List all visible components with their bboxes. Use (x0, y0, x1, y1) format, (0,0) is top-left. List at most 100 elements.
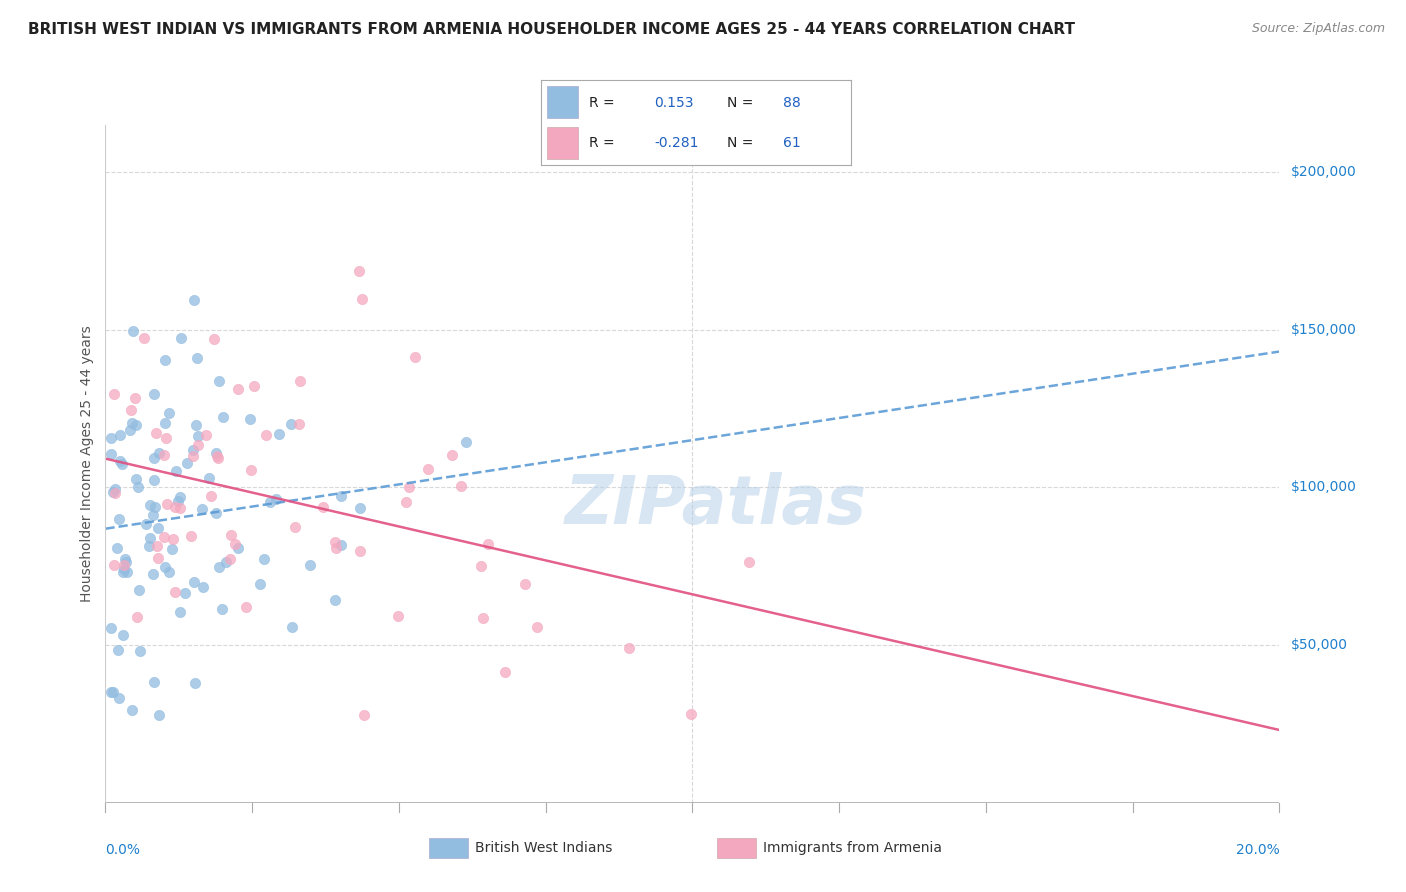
Point (184, 676, 207, 690)
Point (477, 537, 499, 551)
Point (163, 500, 186, 514)
Point (142, 508, 165, 523)
Point (143, 500, 166, 514)
Point (235, 600, 257, 615)
Point (219, 528, 242, 542)
Point (394, 495, 416, 509)
Point (148, 550, 170, 565)
Point (183, 574, 205, 589)
Point (115, 555, 138, 569)
Point (450, 478, 472, 492)
Point (125, 418, 148, 433)
Point (253, 552, 276, 566)
Point (228, 382, 250, 396)
Point (207, 451, 229, 466)
Point (142, 387, 165, 401)
Point (111, 628, 134, 642)
Point (329, 538, 352, 552)
Point (112, 558, 135, 572)
Point (100, 621, 122, 635)
Point (311, 500, 333, 515)
Point (211, 602, 233, 616)
Point (211, 410, 233, 425)
Point (219, 551, 242, 566)
Point (176, 456, 198, 470)
Point (325, 541, 347, 556)
Text: R =: R = (589, 136, 619, 151)
Text: N =: N = (727, 136, 758, 151)
Point (398, 481, 420, 495)
Point (110, 457, 132, 471)
Point (153, 417, 176, 431)
Point (103, 558, 125, 572)
Point (174, 586, 197, 600)
Point (112, 565, 135, 579)
Text: $100,000: $100,000 (1291, 481, 1357, 494)
Point (114, 552, 136, 566)
Point (160, 541, 183, 556)
Point (181, 449, 204, 463)
Text: $50,000: $50,000 (1291, 638, 1347, 652)
Point (128, 644, 150, 658)
Text: Source: ZipAtlas.com: Source: ZipAtlas.com (1251, 22, 1385, 36)
Point (143, 473, 166, 487)
Point (224, 536, 246, 550)
Point (239, 411, 262, 425)
Point (284, 520, 307, 534)
Text: British West Indians: British West Indians (475, 841, 613, 855)
Point (181, 443, 204, 458)
Point (121, 703, 143, 717)
Point (112, 562, 135, 576)
Point (195, 428, 218, 442)
Point (228, 541, 250, 555)
Text: ZIPatlas: ZIPatlas (565, 472, 868, 538)
Text: $150,000: $150,000 (1291, 323, 1357, 337)
Point (100, 431, 122, 445)
Point (494, 665, 516, 680)
Point (349, 544, 371, 558)
Point (184, 418, 207, 433)
Text: N =: N = (727, 95, 758, 110)
Point (142, 566, 165, 581)
Point (280, 417, 302, 432)
Point (259, 495, 281, 509)
Point (157, 406, 180, 420)
Bar (547, 87, 578, 119)
Point (526, 620, 548, 634)
Point (288, 374, 311, 388)
Point (191, 502, 214, 516)
Text: 0.0%: 0.0% (105, 844, 141, 857)
Text: 88: 88 (783, 95, 800, 110)
Point (269, 426, 291, 441)
Point (208, 560, 231, 574)
Point (288, 417, 311, 431)
Point (155, 560, 177, 574)
Point (127, 610, 149, 624)
Point (156, 497, 179, 511)
Bar (547, 127, 578, 159)
Point (153, 448, 176, 462)
Point (454, 435, 477, 450)
Point (108, 454, 131, 468)
Point (191, 580, 214, 594)
Point (205, 506, 228, 520)
Point (440, 448, 463, 462)
Point (183, 293, 205, 307)
Point (128, 582, 150, 597)
Point (103, 387, 125, 401)
Point (187, 437, 209, 451)
Point (100, 447, 122, 461)
Point (121, 417, 143, 431)
Point (418, 462, 440, 476)
Point (105, 541, 128, 555)
Point (205, 449, 228, 463)
Point (170, 330, 193, 344)
Point (134, 331, 156, 345)
Point (197, 471, 219, 485)
Point (157, 566, 180, 580)
Point (138, 539, 160, 553)
Point (100, 684, 122, 698)
Text: 61: 61 (783, 136, 800, 151)
Point (163, 584, 186, 599)
Point (404, 350, 426, 364)
